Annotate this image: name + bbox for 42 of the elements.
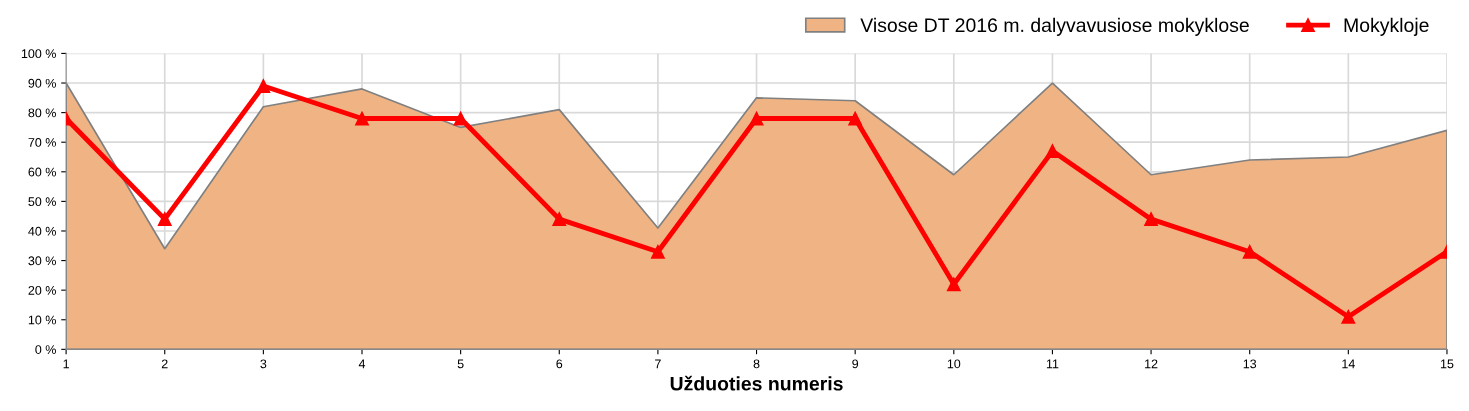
x-tick-label: 1: [63, 359, 69, 369]
point: [1144, 212, 1159, 227]
x-tick-label: 9: [852, 359, 859, 369]
y-tick-label: 90 %: [28, 78, 56, 88]
point: [749, 111, 764, 126]
legend-label: Visose DT 2016 m. dalyvavusiose mokyklose: [860, 17, 1249, 36]
y-tick-label: 70 %: [28, 138, 56, 147]
point: [1045, 144, 1060, 159]
x-tick-label: 13: [1243, 359, 1257, 369]
y-tick-label: 0 %: [35, 345, 56, 354]
point: [256, 79, 271, 93]
y-tick-label: 50 %: [28, 197, 56, 207]
x-tick-label: 3: [260, 359, 267, 369]
x-tick-label: 11: [1046, 359, 1059, 369]
point: [1341, 309, 1356, 324]
x-tick-label: 7: [655, 359, 661, 369]
y-tick-label: 80 %: [28, 108, 56, 118]
point: [157, 212, 172, 227]
point: [650, 244, 665, 259]
y-tick-label: 10 %: [28, 315, 56, 325]
y-tick-label: 30 %: [28, 256, 56, 266]
y-tick-label: 20 %: [28, 285, 56, 295]
x-tick-label: 2: [161, 359, 168, 369]
x-tick-label: 6: [556, 359, 563, 369]
x-tick-label: 15: [1440, 359, 1454, 369]
x-tick-label: 4: [358, 359, 366, 369]
point: [1242, 244, 1257, 259]
x-tick-label: 14: [1342, 359, 1355, 369]
x-tick-label: 10: [947, 359, 961, 369]
x-tick-label: 12: [1145, 359, 1158, 369]
y-tick-label: 60 %: [28, 167, 56, 177]
point: [453, 111, 468, 126]
x-tick-label: 5: [457, 359, 464, 369]
y-tick-label: 40 %: [28, 226, 56, 236]
legend-label: Mokykloje: [1344, 17, 1429, 36]
point: [946, 277, 961, 292]
x-axis-title: Užduoties numeris: [670, 375, 843, 391]
y-tick-label: 100 %: [21, 49, 56, 59]
x-tick-label: 8: [753, 359, 760, 369]
point: [552, 212, 567, 227]
point: [848, 111, 863, 126]
point: [355, 111, 369, 126]
